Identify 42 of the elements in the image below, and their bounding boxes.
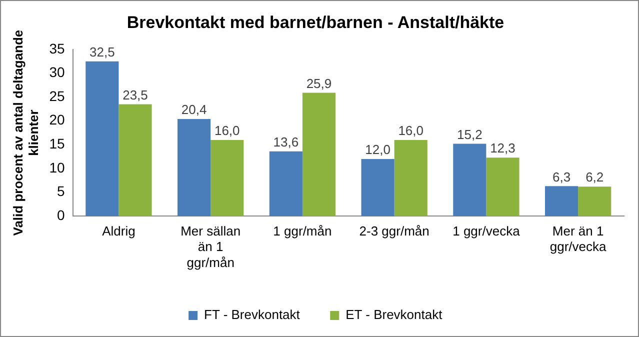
y-tick-label: 35: [49, 40, 65, 56]
bar: [361, 159, 394, 216]
data-label: 25,9: [306, 76, 332, 91]
bar: [578, 186, 612, 216]
x-tick-label: Aldrig: [102, 224, 136, 239]
legend-label: ET - Brevkontakt: [346, 307, 443, 322]
chart-title: Brevkontakt med barnet/barnen - Anstalt/häkte: [126, 12, 504, 32]
x-tick-label: Mer sällan än 1 ggr/mån: [180, 224, 241, 270]
bar: [486, 158, 520, 216]
data-label: 15,2: [457, 126, 482, 142]
data-label: 12,3: [490, 140, 516, 156]
bar: [86, 61, 119, 216]
data-label: 23,5: [122, 87, 148, 102]
x-tick-label: Mer än 1 ggr/vecka: [550, 224, 608, 254]
bar: [210, 140, 244, 216]
data-label: 32,5: [90, 44, 115, 60]
bar: [302, 92, 336, 216]
y-tick-label: 30: [49, 64, 65, 80]
data-label: 16,0: [398, 123, 424, 138]
data-label: 6,3: [552, 169, 571, 184]
data-label: 13,6: [273, 134, 299, 150]
y-tick-label: 15: [49, 136, 65, 152]
y-axis-title: Valid procent av antal deltagande klienter: [10, 30, 41, 236]
bar: [178, 118, 211, 216]
x-tick-label: 1 ggr/mån: [273, 224, 332, 239]
bar: [453, 144, 486, 216]
bar: [394, 140, 428, 216]
bar: [544, 186, 578, 216]
data-label: 20,4: [181, 102, 207, 118]
y-tick-label: 10: [49, 159, 65, 176]
data-label: 12,0: [365, 142, 390, 158]
y-tick-label: 0: [56, 207, 65, 224]
y-tick-label: 5: [56, 183, 65, 200]
bar: [269, 151, 302, 216]
x-tick-label: 2-3 ggr/mån: [359, 224, 430, 239]
data-label: 6,2: [586, 170, 604, 185]
y-tick-label: 25: [49, 88, 65, 104]
legend-label: FT - Brevkontakt: [204, 307, 300, 322]
bar: [118, 104, 152, 216]
x-tick-label: 1 ggr/vecka: [452, 224, 521, 239]
y-tick-label: 20: [49, 112, 65, 128]
data-label: 16,0: [214, 123, 240, 138]
